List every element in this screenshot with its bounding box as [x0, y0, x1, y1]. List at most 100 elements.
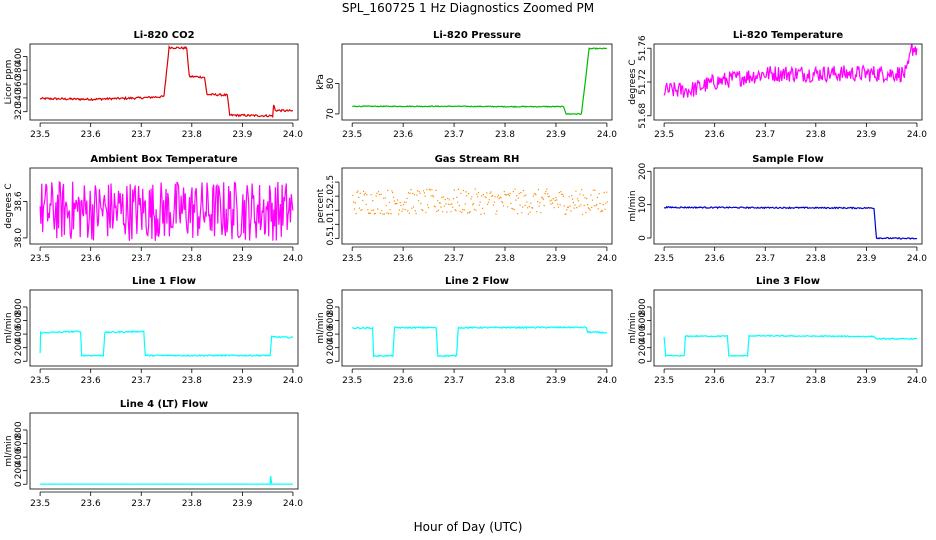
gas-stream-rh-points: [352, 188, 609, 215]
panels-group: Li-820 CO2 Licor ppm 23.5 23.6 23.7 23.8 23.9 2…: [4, 30, 927, 509]
li-820-pressure-y-tick-label: 70: [326, 108, 336, 120]
gas-stream-rh-x-tick-label: 23.5: [342, 254, 362, 264]
sample-flow-frame: [653, 167, 923, 245]
line-2-flow-frame: [341, 289, 613, 367]
li-820-co2-title: Li-820 CO2: [133, 30, 194, 41]
line-1-flow-x-tick-label: 23.8: [182, 376, 202, 386]
line-1-flow-x-tick-label: 23.9: [232, 376, 252, 386]
panel-li-820-co2: Li-820 CO2 Licor ppm 23.5 23.6 23.7 23.8 23.9 2…: [4, 30, 303, 140]
line-3-flow-x-tick-label: 23.8: [806, 376, 826, 386]
line-4-lt-flow-x-tick-label: 23.9: [232, 499, 252, 509]
gas-stream-rh-x-tick-label: 23.9: [546, 254, 566, 264]
line-1-flow-line: [39, 330, 294, 358]
li-820-co2-x-tick-label: 23.6: [81, 130, 101, 140]
figure-x-label: Hour of Day (UTC): [414, 520, 523, 534]
gas-stream-rh-frame: [341, 167, 613, 245]
gas-stream-rh-x-tick-label: 23.8: [495, 254, 515, 264]
line-4-lt-flow-series: [40, 476, 293, 485]
line-4-lt-flow-frame: [29, 412, 299, 490]
gas-stream-rh-x-tick-label: 23.7: [444, 254, 464, 264]
li-820-temperature-x-tick-label: 23.5: [654, 130, 674, 140]
line-3-flow-x-tick-label: 23.6: [705, 376, 725, 386]
li-820-temperature-x-tick-label: 23.6: [705, 130, 725, 140]
panel-ambient-box-temperature: Ambient Box Temperature degrees C 23.5 23.6…: [4, 154, 303, 264]
panel-sample-flow: Sample Flow ml/min 23.5 23.6 23.7 23.8 23.9 24.…: [628, 154, 927, 264]
line-2-flow-x-tick-label: 23.6: [393, 376, 413, 386]
gas-stream-rh-y-tick-label: 1.0: [326, 217, 336, 232]
line-1-flow-frame: [29, 289, 299, 367]
li-820-pressure-y-tick-label: 80: [326, 78, 336, 90]
line-2-flow-y-tick-label: 600: [326, 312, 336, 329]
line-4-lt-flow-x-tick-label: 23.8: [182, 499, 202, 509]
line-2-flow-x-tick-label: 23.7: [444, 376, 464, 386]
line-2-flow-y-tick-label: 200: [326, 339, 336, 356]
sample-flow-line: [663, 205, 918, 240]
panel-line-1-flow: Line 1 Flow ml/min 23.5 23.6 23.7 23.8 23.9 24.…: [4, 276, 303, 386]
li-820-temperature-frame: [653, 43, 923, 121]
li-820-pressure-y-label: kPa: [316, 74, 326, 90]
line-3-flow-y-tick-label: 400: [638, 325, 648, 342]
line-1-flow-y-tick-label: 600: [14, 312, 24, 329]
line-3-flow-y-tick-label: 600: [638, 312, 648, 329]
ambient-box-temperature-x-tick-label: 23.7: [131, 254, 151, 264]
line-4-lt-flow-y-label: ml/min: [4, 435, 14, 466]
gas-stream-rh-x-tick-label: 23.6: [393, 254, 413, 264]
line-2-flow-y-label: ml/min: [316, 312, 326, 343]
line-3-flow-frame: [653, 289, 923, 367]
line-1-flow-series: [39, 330, 294, 358]
ambient-box-temperature-y-tick-label: 38.0: [14, 228, 24, 248]
line-3-flow-x-tick-label: 23.5: [654, 376, 674, 386]
line-2-flow-x-tick-label: 23.9: [546, 376, 566, 386]
line-2-flow-x-tick-label: 23.5: [342, 376, 362, 386]
ambient-box-temperature-series: [39, 180, 294, 241]
line-2-flow-x-tick-label: 24.0: [597, 376, 617, 386]
li-820-temperature-x-tick-label: 23.7: [755, 130, 775, 140]
li-820-co2-x-tick-label: 23.7: [131, 130, 151, 140]
line-1-flow-y-tick-label: 800: [14, 298, 24, 315]
li-820-pressure-x-tick-label: 23.8: [495, 130, 515, 140]
li-820-temperature-y-tick-label: 51.76: [638, 35, 648, 61]
line-3-flow-y-tick-label: 200: [638, 339, 648, 356]
line-1-flow-y-tick-label: 0: [14, 358, 24, 364]
ambient-box-temperature-line: [39, 180, 294, 241]
gas-stream-rh-series: [352, 188, 609, 215]
li-820-co2-y-tick-label: 380: [14, 61, 24, 78]
line-3-flow-title: Line 3 Flow: [756, 276, 820, 287]
sample-flow-x-tick-label: 23.8: [806, 254, 826, 264]
line-1-flow-title: Line 1 Flow: [132, 276, 196, 287]
ambient-box-temperature-x-tick-label: 24.0: [283, 254, 303, 264]
li-820-temperature-y-tick-label: 51.72: [638, 69, 648, 95]
ambient-box-temperature-y-tick-label: 38.6: [14, 191, 24, 211]
sample-flow-x-tick-label: 24.0: [907, 254, 927, 264]
li-820-co2-y-tick-label: 320: [14, 103, 24, 120]
line-3-flow-series: [663, 333, 918, 358]
line-4-lt-flow-y-tick-label: 400: [14, 448, 24, 465]
sample-flow-y-label: ml/min: [628, 190, 638, 221]
line-1-flow-y-tick-label: 400: [14, 325, 24, 342]
ambient-box-temperature-x-tick-label: 23.6: [81, 254, 101, 264]
line-2-flow-title: Line 2 Flow: [445, 276, 509, 287]
line-2-flow-line: [352, 325, 608, 358]
sample-flow-y-tick-label: 200: [638, 162, 648, 179]
sample-flow-x-tick-label: 23.9: [856, 254, 876, 264]
gas-stream-rh-title: Gas Stream RH: [435, 154, 520, 165]
line-1-flow-y-label: ml/min: [4, 312, 14, 343]
line-2-flow-y-tick-label: 800: [326, 298, 336, 315]
li-820-pressure-x-tick-label: 23.5: [342, 130, 362, 140]
ambient-box-temperature-y-label: degrees C: [4, 183, 14, 228]
li-820-co2-x-tick-label: 24.0: [283, 130, 303, 140]
sample-flow-series: [663, 205, 918, 240]
li-820-pressure-x-tick-label: 24.0: [597, 130, 617, 140]
line-4-lt-flow-y-tick-label: 0: [14, 481, 24, 487]
figure-title: SPL_160725 1 Hz Diagnostics Zoomed PM: [342, 1, 594, 15]
li-820-co2-y-tick-label: 360: [14, 75, 24, 92]
line-4-lt-flow-line: [40, 476, 293, 485]
li-820-co2-line: [39, 45, 294, 119]
li-820-co2-x-tick-label: 23.9: [232, 130, 252, 140]
sample-flow-x-tick-label: 23.5: [654, 254, 674, 264]
sample-flow-x-tick-label: 23.7: [755, 254, 775, 264]
li-820-co2-x-tick-label: 23.8: [182, 130, 202, 140]
panel-line-2-flow: Line 2 Flow ml/min 23.5 23.6 23.7 23.8 23.9 24.…: [316, 276, 617, 386]
line-2-flow-y-tick-label: 0: [326, 358, 336, 364]
li-820-pressure-x-tick-label: 23.6: [393, 130, 413, 140]
